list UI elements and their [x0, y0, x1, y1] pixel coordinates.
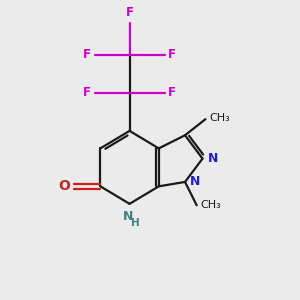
- Text: F: F: [83, 49, 91, 62]
- Text: CH₃: CH₃: [209, 113, 230, 123]
- Text: F: F: [126, 5, 134, 19]
- Text: H: H: [131, 218, 140, 228]
- Text: F: F: [168, 49, 176, 62]
- Text: F: F: [168, 86, 176, 99]
- Text: N: N: [190, 176, 200, 188]
- Text: N: N: [123, 210, 133, 223]
- Text: O: O: [58, 179, 70, 193]
- Text: CH₃: CH₃: [200, 200, 221, 210]
- Text: F: F: [83, 86, 91, 99]
- Text: N: N: [208, 152, 218, 165]
